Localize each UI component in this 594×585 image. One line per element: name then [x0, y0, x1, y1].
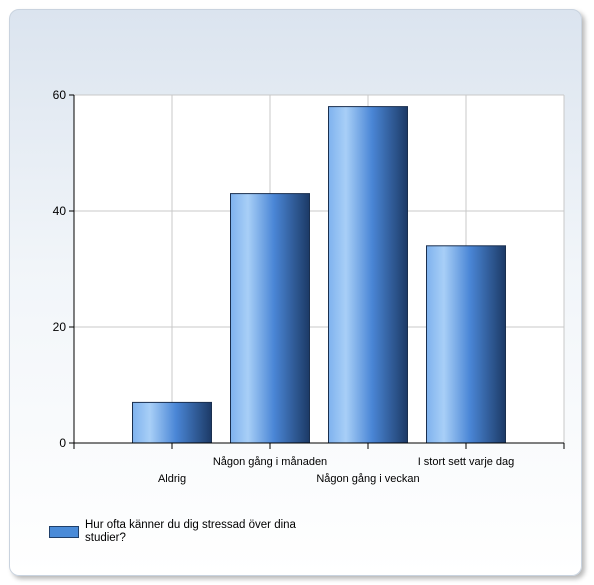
x-category-label: Aldrig: [158, 473, 186, 485]
y-tick-label: 40: [53, 204, 67, 218]
legend-swatch: [49, 526, 79, 538]
labels: 0 20 40 60 Aldrig Någon gång i månaden Någon g…: [53, 88, 515, 485]
y-tick-label: 60: [53, 88, 67, 102]
bar: [426, 245, 506, 444]
x-category-label: Någon gång i månaden: [213, 456, 327, 468]
bars: [132, 106, 506, 444]
legend-label: Hur ofta känner du dig stressad över din…: [85, 519, 296, 544]
bar: [230, 193, 310, 444]
x-category-label: Någon gång i veckan: [316, 473, 419, 485]
legend: Hur ofta känner du dig stressad över din…: [49, 519, 325, 545]
axes: [69, 94, 565, 449]
x-category-label: I stort sett varje dag: [418, 456, 515, 468]
y-tick-label: 0: [59, 436, 66, 450]
bar: [328, 106, 408, 444]
y-tick-label: 20: [53, 320, 67, 334]
bar: [132, 401, 212, 444]
